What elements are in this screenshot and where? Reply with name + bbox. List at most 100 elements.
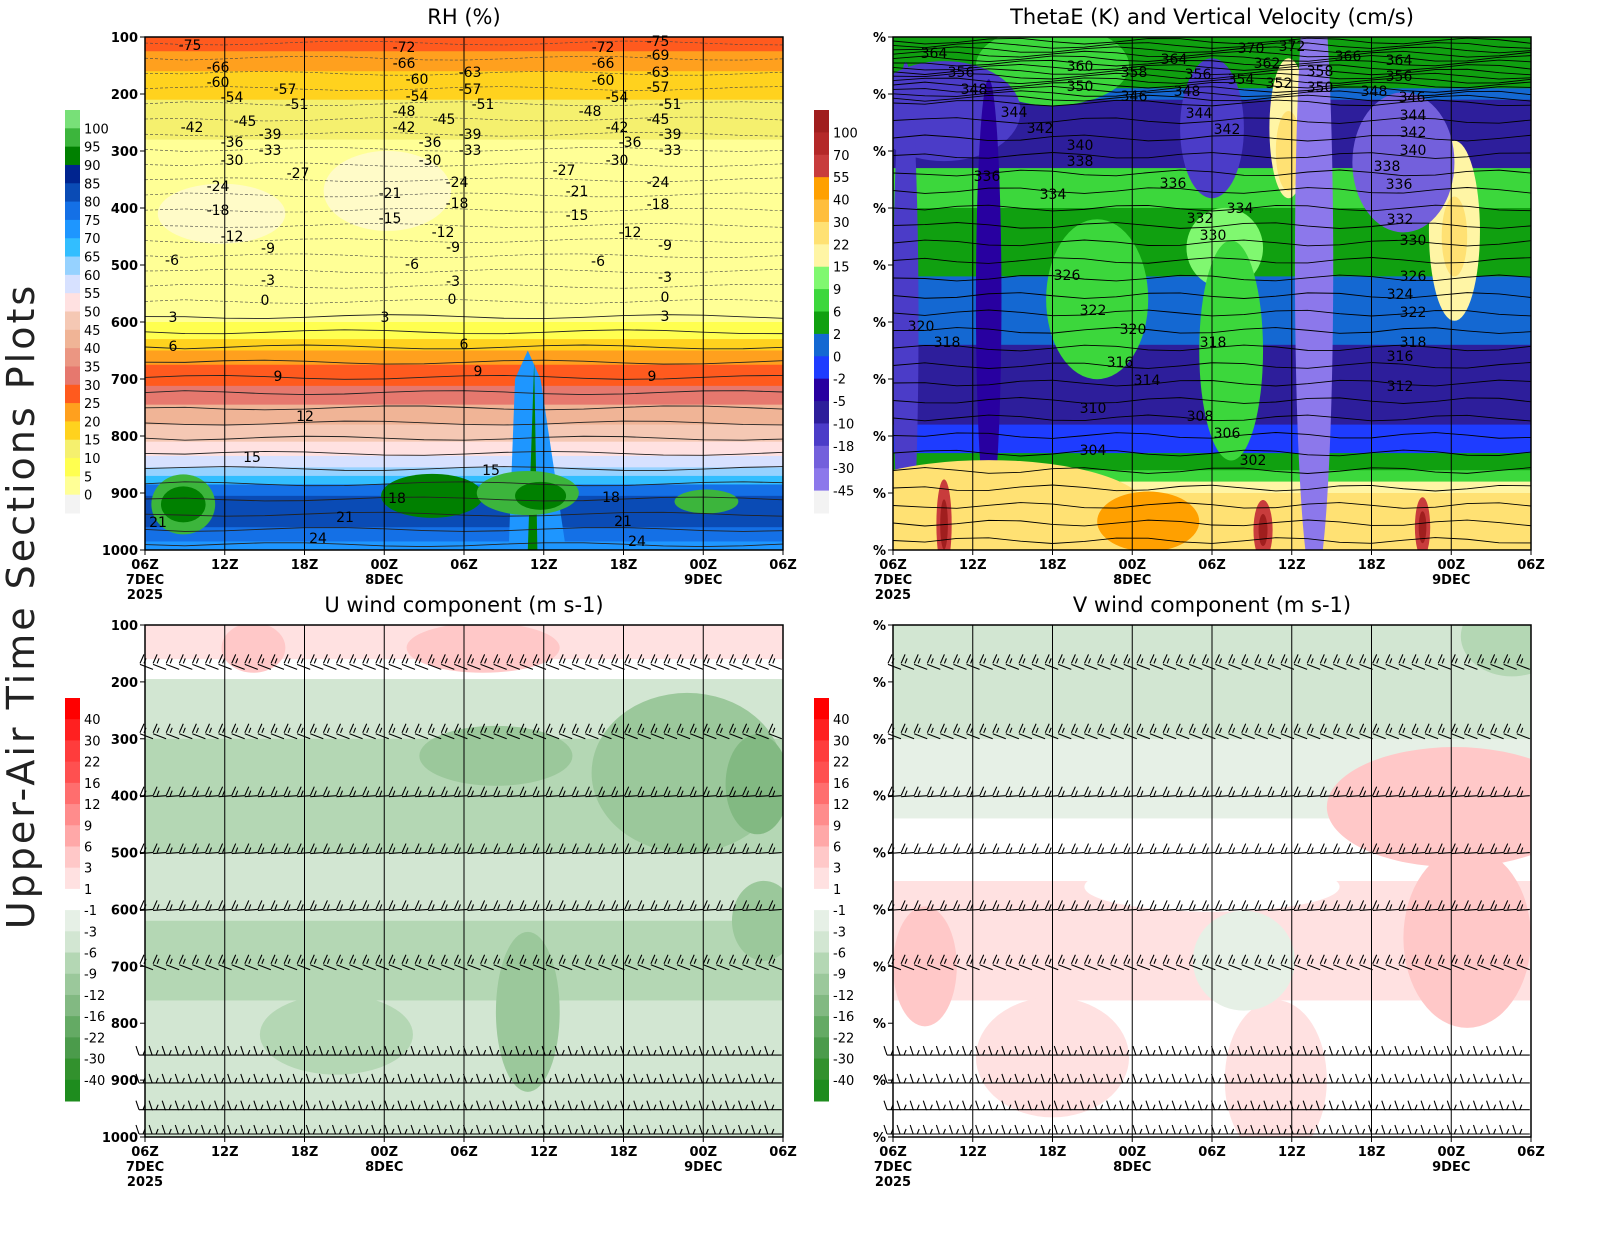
colorbar-label: -22 [833, 1031, 854, 1046]
wind-barb [362, 723, 376, 740]
wind-barb [1201, 954, 1216, 971]
wind-barb [1276, 1045, 1294, 1056]
colorbar-label: 1 [833, 883, 841, 898]
y-tick-label: % [873, 487, 886, 502]
wind-barb [515, 1100, 533, 1111]
wind-barb [1018, 843, 1033, 855]
wind-barb [506, 723, 520, 740]
wind-barb [702, 786, 717, 798]
contour-region [259, 994, 413, 1075]
contour-label: 320 [1120, 322, 1147, 338]
contour-label: 350 [1307, 80, 1334, 96]
wind-barb [388, 654, 403, 670]
wind-barb [545, 723, 560, 740]
colorbar-swatch [65, 293, 80, 312]
wind-barb [427, 843, 442, 855]
colorbar-label: 30 [84, 379, 101, 394]
wind-barb [1332, 786, 1347, 798]
wind-barb [1149, 786, 1164, 798]
contour-region [893, 62, 919, 550]
wind-barb [1420, 1100, 1439, 1111]
wind-barb [489, 1073, 507, 1084]
colorbar-swatch [65, 384, 80, 404]
contour-region [1326, 747, 1531, 868]
wind-barb [331, 1045, 350, 1056]
contour-label: 0 [261, 293, 270, 309]
y-tick-label: 900 [111, 487, 138, 502]
wind-barb [283, 654, 298, 670]
wind-barb [200, 1045, 219, 1056]
wind-barb [1224, 1100, 1242, 1111]
wind-barb [1057, 723, 1072, 740]
wind-barb [165, 723, 180, 740]
wind-barb [244, 654, 258, 670]
contour-label: -60 [406, 72, 429, 88]
x-tick-label: 12Z [530, 558, 558, 573]
wind-barb [191, 786, 206, 798]
wind-barb [558, 954, 573, 971]
temperature-contour-line [145, 147, 783, 152]
wind-barb [440, 954, 455, 971]
wind-barb [519, 786, 533, 798]
colorbar-swatch [65, 348, 80, 367]
wind-barb [755, 900, 769, 911]
wind-barb [1306, 954, 1321, 971]
wind-barb [440, 654, 455, 670]
wind-barb [519, 654, 534, 670]
wind-barb [1267, 843, 1281, 855]
wind-barb [1214, 786, 1229, 798]
wind-barb [204, 954, 219, 971]
wind-barb [1503, 843, 1517, 855]
contour-label: -12 [432, 225, 455, 241]
wind-barb [900, 654, 915, 670]
y-tick-label: 700 [111, 960, 138, 975]
wind-barb [1289, 1073, 1308, 1084]
y-tick-label: % [873, 430, 886, 445]
wind-barb [414, 843, 429, 855]
wind-barb [1097, 723, 1111, 740]
wind-barb [633, 1073, 651, 1084]
wind-barb [384, 1100, 402, 1111]
wind-barb [423, 1100, 442, 1111]
colorbar-label: 0 [84, 489, 92, 504]
wind-barb [1145, 1124, 1163, 1135]
wind-barb [633, 1100, 651, 1111]
wind-barb [1446, 1100, 1465, 1111]
wind-barb [318, 1124, 337, 1135]
colorbar-label: -40 [833, 1074, 854, 1089]
colorbar-label: 3 [84, 862, 92, 877]
colorbar-swatch [814, 1037, 829, 1060]
wind-barb [449, 1045, 468, 1056]
wind-barb [567, 1124, 586, 1135]
wind-barb [1014, 1045, 1032, 1056]
colorbar-swatch [65, 219, 80, 239]
colorbar-swatch [814, 867, 829, 890]
wind-barb [715, 723, 730, 740]
wind-barb [1070, 843, 1085, 855]
wind-barb [1079, 1045, 1098, 1056]
wind-barb [506, 900, 520, 911]
wind-barb [1079, 1124, 1098, 1135]
wind-barb [1110, 900, 1124, 911]
contour-label: 302 [1240, 453, 1267, 469]
wind-barb [1293, 900, 1308, 911]
wind-barb [896, 1100, 915, 1111]
wind-barb [1424, 654, 1439, 670]
wind-barb [371, 1100, 389, 1111]
colorbar-label: 0 [833, 350, 841, 365]
wind-barb [362, 654, 376, 670]
wind-barb [992, 723, 1006, 740]
wind-barb [218, 843, 232, 855]
contour-label: 342 [1214, 122, 1241, 138]
wind-barb [676, 954, 691, 971]
contour-label: 326 [1400, 269, 1427, 285]
wind-barb [187, 1045, 206, 1056]
colorbar-label: 20 [84, 415, 101, 430]
contour-region [323, 150, 452, 231]
wind-barb [1044, 900, 1059, 911]
wind-barb [554, 1045, 573, 1056]
wind-barb [1280, 900, 1295, 911]
wind-barb [685, 1124, 704, 1135]
wind-barb [1490, 786, 1504, 798]
wind-barb [1254, 843, 1268, 855]
